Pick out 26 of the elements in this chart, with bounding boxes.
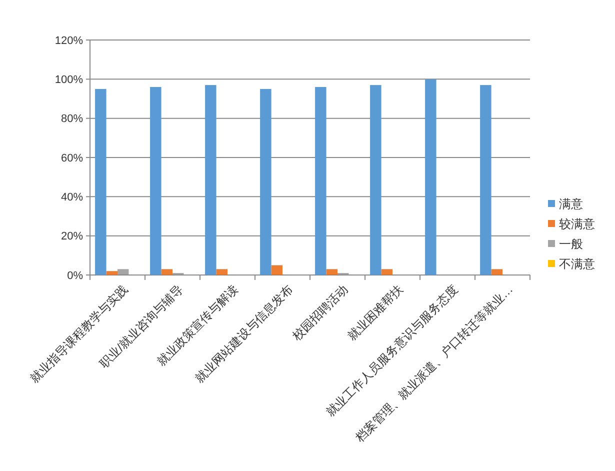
y-tick-label: 100% [54,74,84,86]
bar [161,269,172,275]
legend-label: 满意 [559,197,583,212]
legend-label: 一般 [559,237,583,252]
bar [260,88,272,275]
bar [480,85,492,275]
bar [271,265,282,275]
bar [95,88,106,275]
bar [370,85,382,275]
y-tick-label: 80% [60,113,84,126]
bar [216,269,228,275]
y-tick-label: 60% [60,152,84,164]
y-tick-label: 120% [54,34,84,47]
bar [150,87,162,275]
bar [425,79,436,275]
bar [205,85,216,275]
legend-label: 较满意 [559,217,595,232]
y-tick-label: 40% [60,192,84,204]
y-tick-label: 0% [67,270,84,282]
bar [491,269,502,275]
bar [118,269,129,275]
bar [381,269,392,275]
y-tick-label: 20% [60,230,84,243]
bar [315,87,326,275]
legend-label: 不满意 [559,257,595,272]
bar [326,269,338,275]
